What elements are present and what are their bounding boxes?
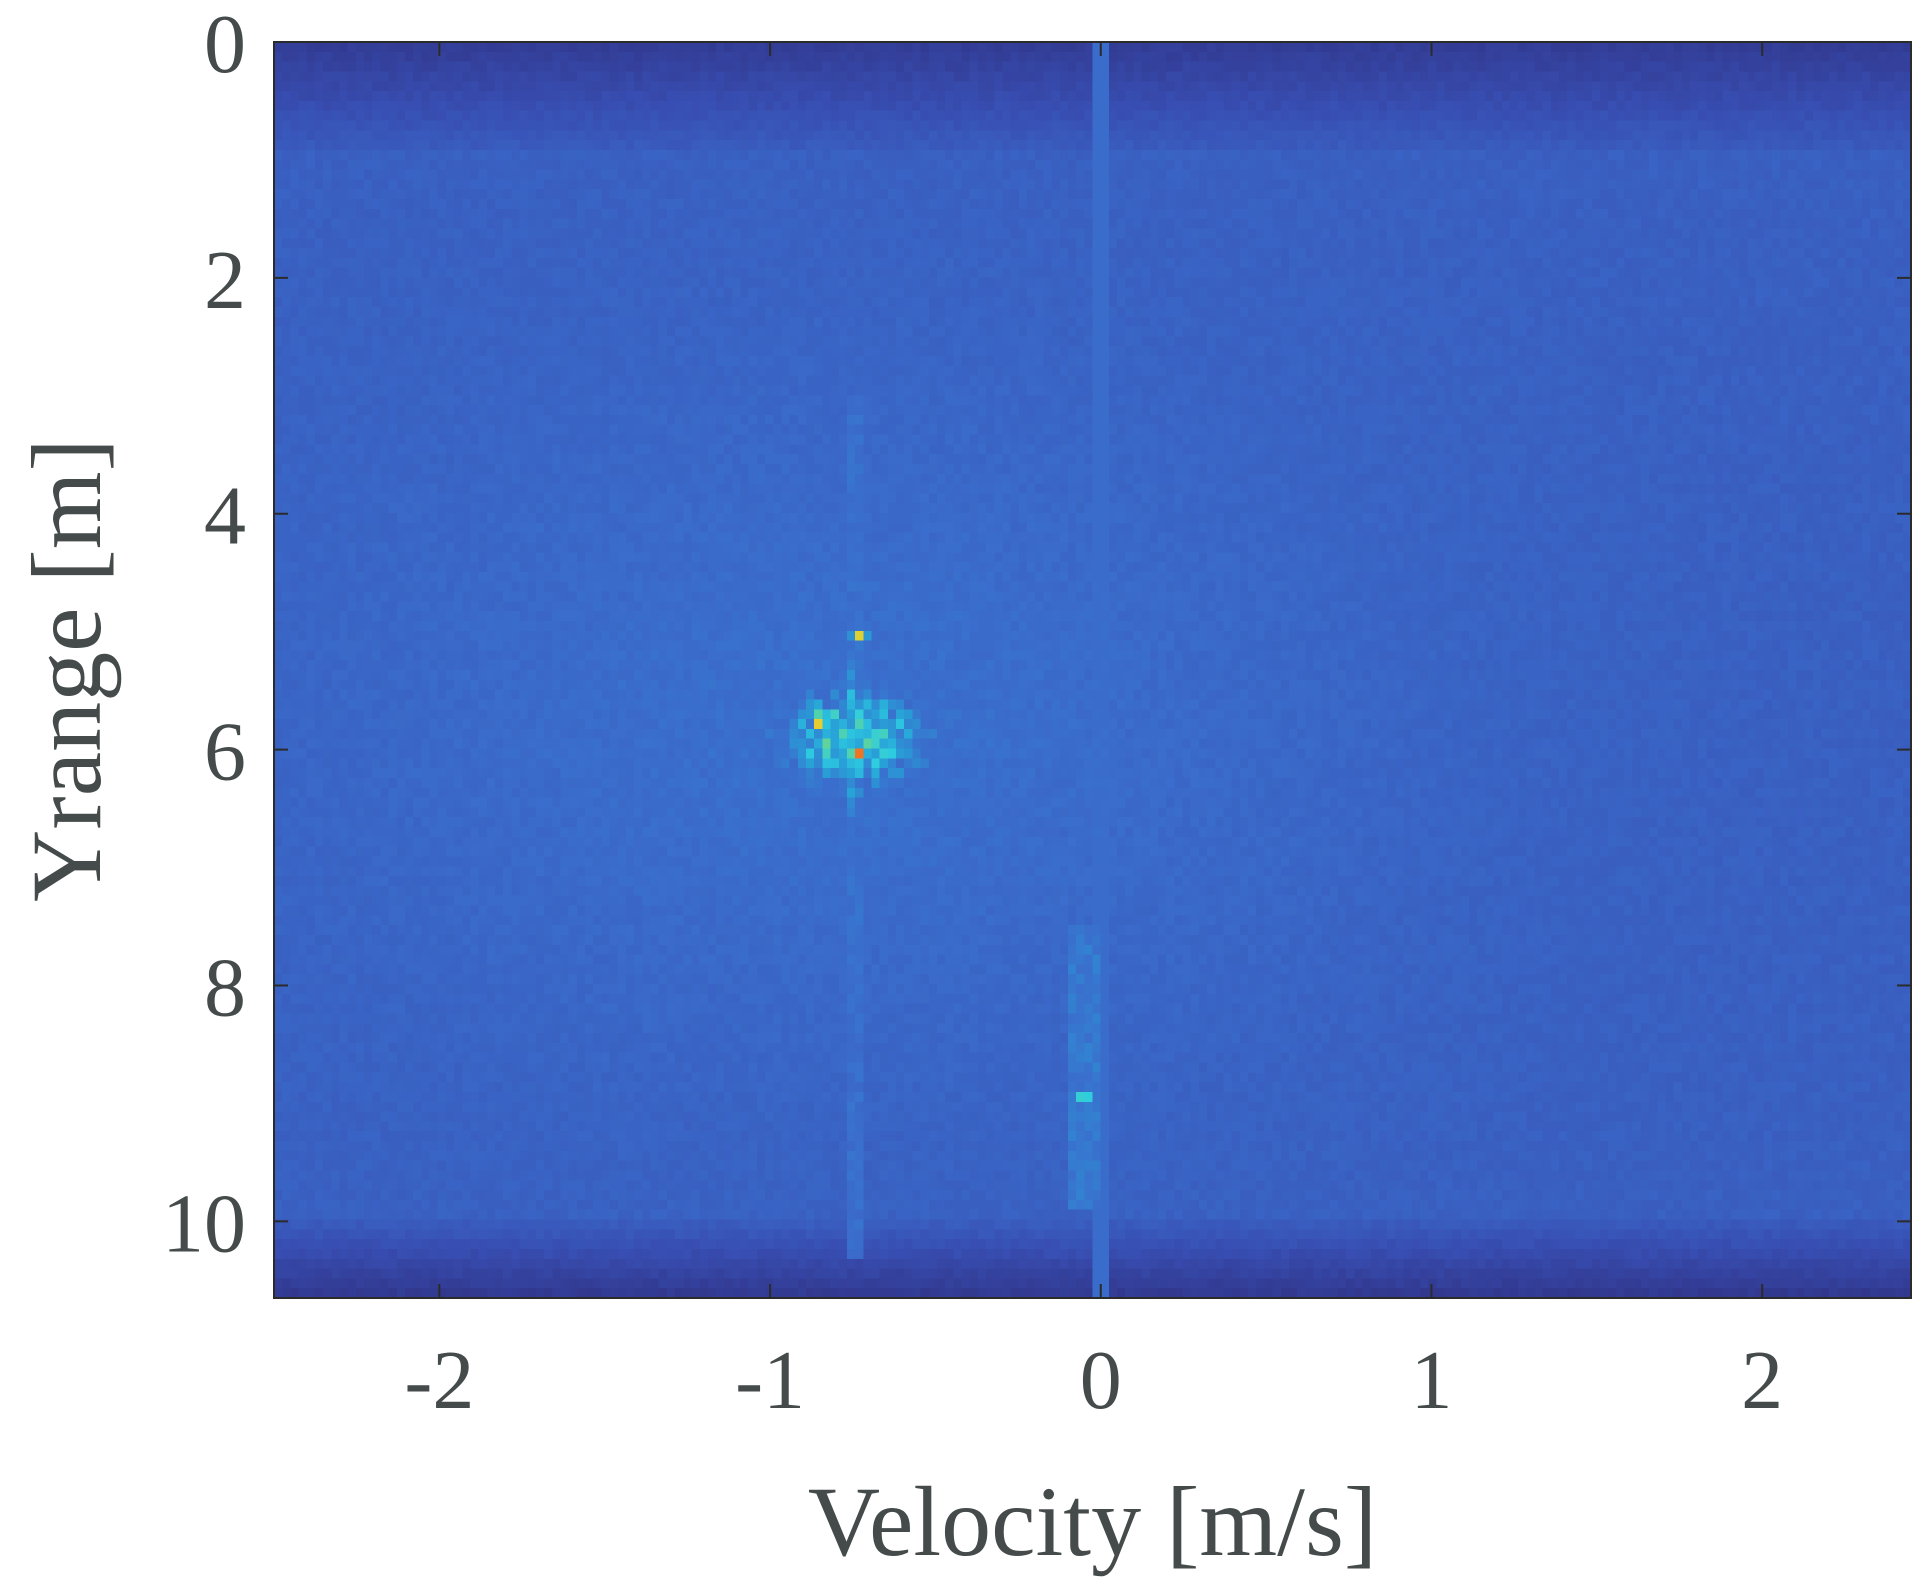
x-tick-label: 2 — [1741, 1334, 1783, 1427]
x-tick-label: -2 — [404, 1334, 474, 1427]
plot-frame — [273, 41, 1912, 1299]
y-tick-label: 0 — [204, 0, 246, 91]
y-axis-title: Yrange [m] — [11, 438, 122, 902]
y-tick-label: 8 — [204, 941, 246, 1034]
y-tick-label: 2 — [204, 234, 246, 327]
x-axis-ticks: -2 -1 0 1 2 — [404, 42, 1783, 1427]
x-tick-label: 0 — [1080, 1334, 1122, 1427]
y-tick-label: 4 — [204, 470, 246, 563]
x-tick-label: 1 — [1410, 1334, 1452, 1427]
y-tick-label: 10 — [162, 1177, 246, 1270]
heatmap-plot-area — [274, 42, 1911, 1298]
y-axis-ticks: 0 2 4 6 8 10 — [162, 0, 1911, 1270]
y-tick-label: 6 — [204, 706, 246, 799]
heatmap-image — [274, 42, 1911, 1298]
x-tick-label: -1 — [735, 1334, 805, 1427]
x-axis-title: Velocity [m/s] — [808, 1466, 1377, 1577]
